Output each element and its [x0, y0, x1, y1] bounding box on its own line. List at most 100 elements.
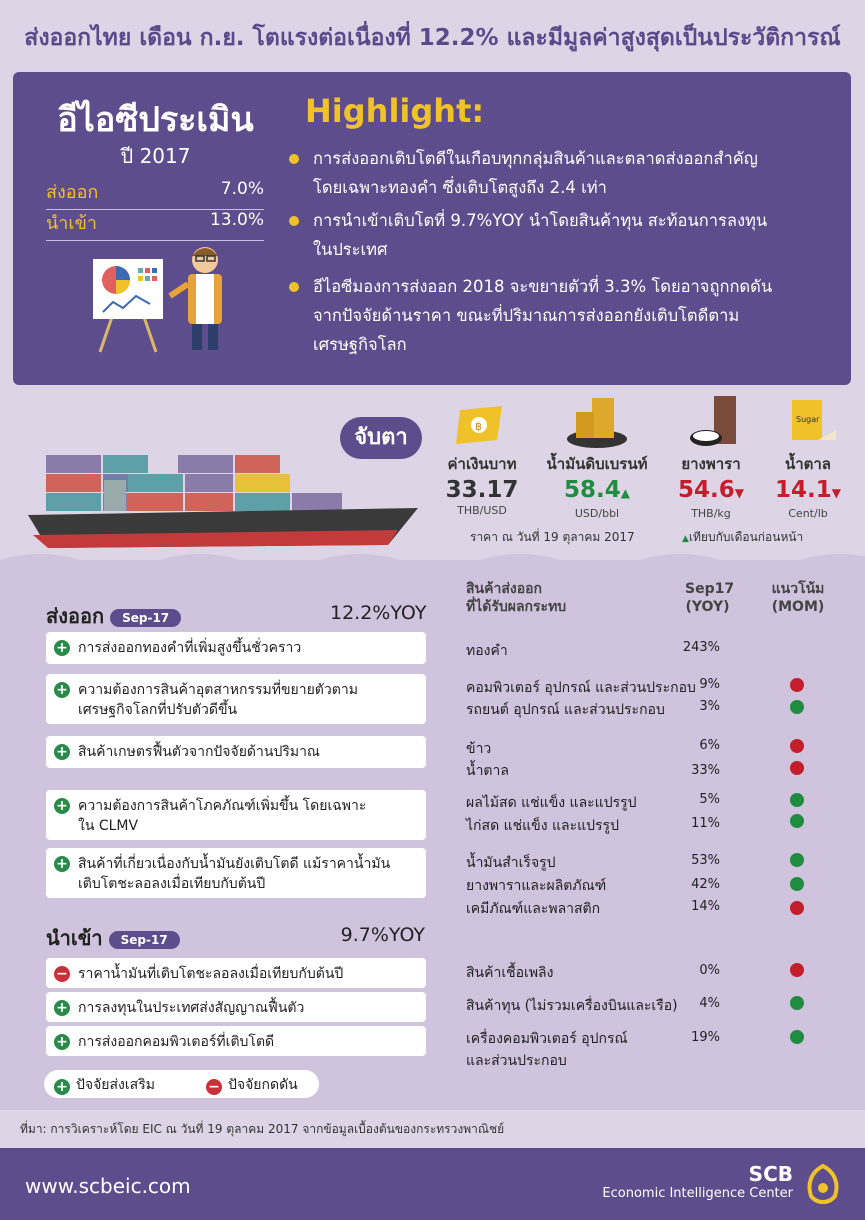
trend-up-dot [790, 700, 804, 714]
product-pct: 19% [691, 1030, 720, 1045]
trend-up-dot [790, 814, 804, 828]
product-pct: 0% [699, 963, 720, 978]
product-name: น้ำมันสำเร็จรูป [466, 855, 556, 871]
down-arrow-icon: ▼ [831, 486, 841, 500]
plus-icon: + [54, 744, 70, 760]
bullet-dot-icon [289, 282, 299, 292]
plus-icon: + [54, 682, 70, 698]
product-name: ผลไม้สด แช่แข็ง และแปรรูป [466, 795, 637, 811]
export-factor: + สินค้าเกษตรฟื้นตัวจากปัจจัยด้านปริมาณ [46, 736, 426, 768]
product-name: น้ำตาล [466, 763, 509, 779]
watch-unit: THB/kg [691, 507, 731, 520]
product-pct: 3% [699, 699, 720, 714]
product-pct: 243% [682, 640, 720, 655]
watch-unit: THB/USD [457, 504, 507, 517]
up-arrow-icon: ▲ [620, 486, 630, 500]
product-pct: 42% [691, 877, 720, 892]
forecast-row-export: ส่งออก 7.0% [46, 177, 264, 210]
plus-icon: + [54, 1000, 70, 1016]
brand-name: SCB [748, 1162, 793, 1186]
highlight-panel: อีไอซีประเมิน ปี 2017 ส่งออก 7.0% นำเข้า… [13, 72, 851, 385]
imports-value: 9.7%YOY [340, 924, 425, 946]
watch-label: จับตา [340, 417, 422, 459]
oil-coins-icon [542, 394, 652, 452]
product-pct: 14% [691, 899, 720, 914]
baht-flag-icon: ฿ [427, 394, 537, 452]
export-factor: + ความต้องการสินค้าโภคภัณฑ์เพิ่มขึ้น โดย… [46, 790, 426, 840]
import-factor: − ราคาน้ำมันที่เติบโตชะลอลงเมื่อเทียบกับ… [46, 958, 426, 988]
watch-name: ค่าเงินบาท [447, 455, 517, 473]
plus-icon: + [54, 856, 70, 872]
footer: www.scbeic.com SCB Economic Intelligence… [0, 1148, 865, 1220]
plus-icon: + [54, 640, 70, 656]
product-name: รถยนต์ อุปกรณ์ และส่วนประกอบ [466, 702, 665, 718]
down-arrow-icon: ▼ [734, 486, 744, 500]
highlight-bullet: การส่งออกเติบโตดีในเกือบทุกกลุ่มสินค้าแล… [289, 144, 839, 202]
product-name: ไก่สด แช่แข็ง และแปรรูป [466, 818, 619, 834]
forecast-heading: อีไอซีประเมิน [57, 100, 254, 140]
bullet-line: จากปัจจัยด้านราคา ขณะที่ปริมาณการส่งออกย… [313, 306, 740, 325]
export-factor: + ความต้องการสินค้าอุตสาหกรรมที่ขยายตัวต… [46, 674, 426, 724]
forecast-label: ส่งออก [46, 182, 99, 203]
product-pct: 5% [699, 792, 720, 807]
product-pct: 53% [691, 853, 720, 868]
highlight-bullet: อีไอซีมองการส่งออก 2018 จะขยายตัวที่ 3.3… [289, 272, 839, 359]
forecast-year: ปี 2017 [120, 144, 191, 168]
page-title: ส่งออกไทย เดือน ก.ย. โตแรงต่อเนื่องที่ 1… [24, 25, 841, 51]
legend-plus: + ปัจจัยส่งเสริม [54, 1074, 155, 1096]
trend-up-dot [790, 853, 804, 867]
minus-icon: − [206, 1079, 222, 1095]
product-pct: 9% [699, 677, 720, 692]
trend-down-dot [790, 739, 804, 753]
product-name: สินค้าทุน (ไม่รวมเครื่องบินและเรือ) [466, 998, 678, 1014]
bullet-line: การส่งออกเติบโตดีในเกือบทุกกลุ่มสินค้าแล… [313, 149, 758, 168]
price-date-note: ราคา ณ วันที่ 19 ตุลาคม 2017 [470, 530, 635, 544]
col-products: สินค้าส่งออก ที่ได้รับผลกระทบ [466, 581, 567, 615]
exports-badge: Sep-17 [110, 608, 182, 627]
import-factor: + การส่งออกคอมพิวเตอร์ที่เติบโตดี [46, 1026, 426, 1056]
imports-heading: นำเข้า Sep-17 [46, 922, 180, 954]
forecast-value: 13.0% [209, 210, 264, 230]
watch-name: น้ำตาล [784, 455, 832, 473]
legend: + ปัจจัยส่งเสริม − ปัจจัยกดดัน [44, 1070, 319, 1098]
watch-name: น้ำมันดิบเบรนท์ [546, 455, 648, 473]
col-sep17: Sep17 (YOY) [685, 581, 735, 615]
product-name: ทองคำ [466, 643, 508, 659]
trend-up-dot [790, 996, 804, 1010]
product-name: เคมีภัณฑ์และพลาสติก [466, 901, 601, 917]
minus-icon: − [54, 966, 70, 982]
product-name: เครื่องคอมพิวเตอร์ อุปกรณ์ และส่วนประกอบ [466, 1031, 628, 1069]
bullet-line: การนำเข้าเติบโตที่ 9.7%YOY นำโดยสินค้าทุ… [313, 211, 768, 230]
import-factor: + การลงทุนในประเทศส่งสัญญาณฟื้นตัว [46, 992, 426, 1022]
source-note: ที่มา: การวิเคราะห์โดย EIC ณ วันที่ 19 ต… [20, 1122, 505, 1136]
bullet-dot-icon [289, 154, 299, 164]
up-down-arrow-icon: ▲ [682, 534, 689, 544]
bullet-line: อีไอซีมองการส่งออก 2018 จะขยายตัวที่ 3.3… [313, 277, 773, 296]
watch-value: 54.6▼ [678, 477, 744, 503]
bullet-line: โดยเฉพาะทองคำ ซึ่งเติบโตสูงถึง 2.4 เท่า [313, 178, 607, 197]
forecast-row-import: นำเข้า 13.0% [46, 208, 264, 241]
watch-value: 33.17 [445, 477, 519, 503]
export-factor: + การส่งออกทองคำที่เพิ่มสูงขึ้นชั่วคราว [46, 632, 426, 664]
trend-down-dot [790, 901, 804, 915]
product-name: สินค้าเชื้อเพลิง [466, 965, 554, 981]
sugar-bag-icon: Sugar [753, 394, 863, 452]
product-pct: 4% [699, 996, 720, 1011]
highlight-heading: Highlight: [305, 92, 485, 130]
col-trend: แนวโน้ม (MOM) [771, 581, 825, 615]
brand-subtitle: Economic Intelligence Center [602, 1186, 793, 1201]
plus-icon: + [54, 798, 70, 814]
watch-item-brent: น้ำมันดิบเบรนท์ 58.4▲ USD/bbl [542, 394, 652, 520]
trend-down-dot [790, 963, 804, 977]
website-link[interactable]: www.scbeic.com [25, 1174, 191, 1198]
watch-name: ยางพารา [681, 455, 741, 473]
bullet-line: ในประเทศ [313, 240, 388, 259]
watch-unit: Cent/lb [788, 507, 828, 520]
exports-heading: ส่งออก Sep-17 [46, 600, 182, 632]
watch-value: 58.4▲ [564, 477, 630, 503]
svg-text:฿: ฿ [475, 420, 482, 433]
product-name: ข้าว [466, 741, 492, 757]
legend-minus: − ปัจจัยกดดัน [206, 1074, 298, 1096]
bullet-line: เศรษฐกิจโลก [313, 335, 407, 354]
watch-item-baht: ฿ ค่าเงินบาท 33.17 THB/USD [427, 394, 537, 517]
